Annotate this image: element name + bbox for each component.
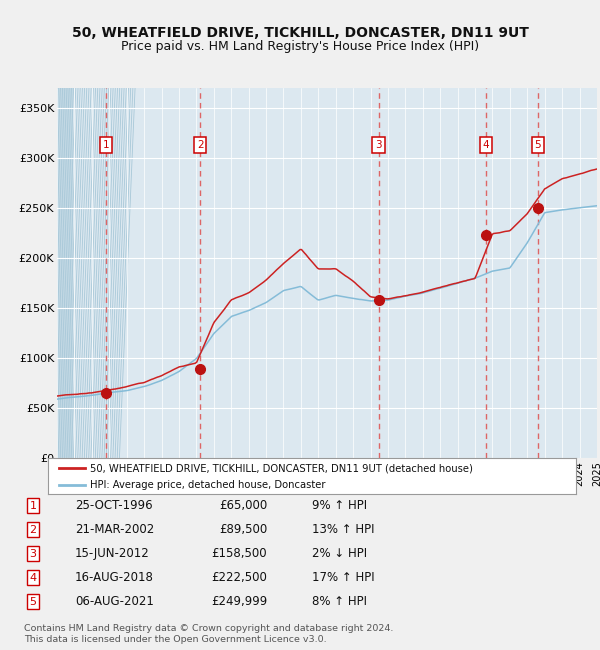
Text: 50, WHEATFIELD DRIVE, TICKHILL, DONCASTER, DN11 9UT (detached house): 50, WHEATFIELD DRIVE, TICKHILL, DONCASTE… xyxy=(90,463,473,473)
Text: £158,500: £158,500 xyxy=(211,547,267,560)
Text: 25-OCT-1996: 25-OCT-1996 xyxy=(75,499,152,512)
Text: 06-AUG-2021: 06-AUG-2021 xyxy=(75,595,154,608)
Text: 2: 2 xyxy=(29,525,37,535)
Text: Price paid vs. HM Land Registry's House Price Index (HPI): Price paid vs. HM Land Registry's House … xyxy=(121,40,479,53)
Text: 1: 1 xyxy=(29,500,37,511)
Text: 9% ↑ HPI: 9% ↑ HPI xyxy=(312,499,367,512)
Text: £89,500: £89,500 xyxy=(219,523,267,536)
Text: 3: 3 xyxy=(29,549,37,559)
Text: 5: 5 xyxy=(535,140,541,150)
Text: Contains HM Land Registry data © Crown copyright and database right 2024.
This d: Contains HM Land Registry data © Crown c… xyxy=(24,624,394,644)
Text: 50, WHEATFIELD DRIVE, TICKHILL, DONCASTER, DN11 9UT: 50, WHEATFIELD DRIVE, TICKHILL, DONCASTE… xyxy=(71,26,529,40)
Text: 21-MAR-2002: 21-MAR-2002 xyxy=(75,523,154,536)
Text: HPI: Average price, detached house, Doncaster: HPI: Average price, detached house, Donc… xyxy=(90,480,326,490)
Text: 4: 4 xyxy=(29,573,37,583)
Text: 3: 3 xyxy=(375,140,382,150)
Text: 5: 5 xyxy=(29,597,37,607)
Text: 17% ↑ HPI: 17% ↑ HPI xyxy=(312,571,374,584)
Bar xyxy=(57,88,73,458)
Text: 16-AUG-2018: 16-AUG-2018 xyxy=(75,571,154,584)
Text: 4: 4 xyxy=(482,140,489,150)
Text: 13% ↑ HPI: 13% ↑ HPI xyxy=(312,523,374,536)
Text: 15-JUN-2012: 15-JUN-2012 xyxy=(75,547,150,560)
Text: 2% ↓ HPI: 2% ↓ HPI xyxy=(312,547,367,560)
Text: 1: 1 xyxy=(103,140,109,150)
Text: £222,500: £222,500 xyxy=(211,571,267,584)
Text: £65,000: £65,000 xyxy=(219,499,267,512)
Text: £249,999: £249,999 xyxy=(211,595,267,608)
Text: 2: 2 xyxy=(197,140,203,150)
Text: 8% ↑ HPI: 8% ↑ HPI xyxy=(312,595,367,608)
